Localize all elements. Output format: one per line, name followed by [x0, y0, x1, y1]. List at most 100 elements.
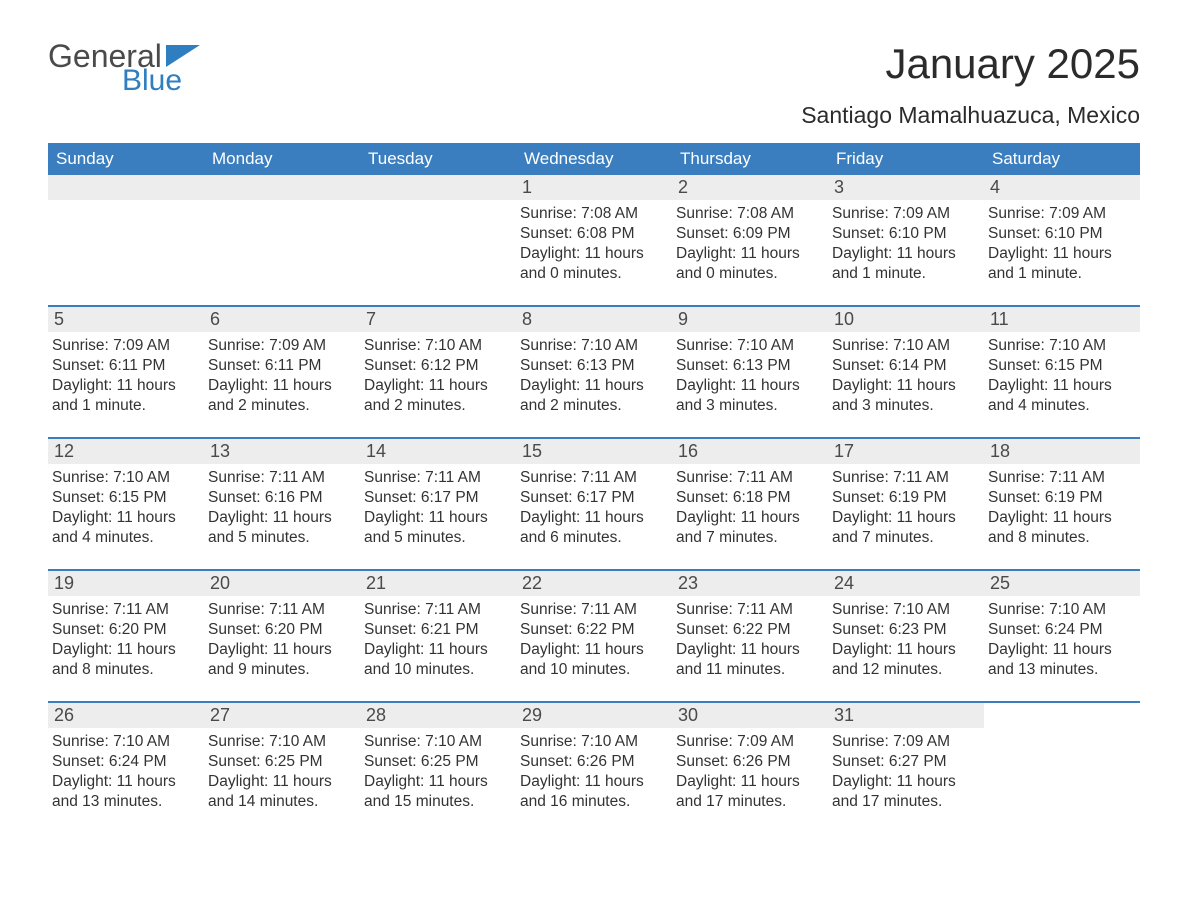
day-body: Sunrise: 7:09 AMSunset: 6:11 PMDaylight:…	[204, 332, 360, 427]
day-cell	[204, 175, 360, 295]
sunset-text: Sunset: 6:22 PM	[676, 620, 824, 640]
sunset-text: Sunset: 6:19 PM	[988, 488, 1136, 508]
day-cell: 6Sunrise: 7:09 AMSunset: 6:11 PMDaylight…	[204, 307, 360, 427]
week-row: 19Sunrise: 7:11 AMSunset: 6:20 PMDayligh…	[48, 569, 1140, 691]
week-row: 1Sunrise: 7:08 AMSunset: 6:08 PMDaylight…	[48, 175, 1140, 295]
day-cell: 8Sunrise: 7:10 AMSunset: 6:13 PMDaylight…	[516, 307, 672, 427]
dow-cell: Tuesday	[360, 143, 516, 175]
header: General Blue January 2025	[48, 40, 1140, 96]
calendar-page: General Blue January 2025 Santiago Mamal…	[0, 0, 1188, 863]
day-number-empty	[204, 175, 360, 200]
day-body: Sunrise: 7:11 AMSunset: 6:20 PMDaylight:…	[48, 596, 204, 691]
day-body: Sunrise: 7:08 AMSunset: 6:08 PMDaylight:…	[516, 200, 672, 295]
sunset-text: Sunset: 6:08 PM	[520, 224, 668, 244]
sunrise-text: Sunrise: 7:11 AM	[520, 468, 668, 488]
day-body: Sunrise: 7:11 AMSunset: 6:16 PMDaylight:…	[204, 464, 360, 559]
day-body: Sunrise: 7:09 AMSunset: 6:10 PMDaylight:…	[828, 200, 984, 295]
day-number: 8	[516, 307, 672, 332]
sunset-text: Sunset: 6:22 PM	[520, 620, 668, 640]
dow-cell: Thursday	[672, 143, 828, 175]
sunset-text: Sunset: 6:24 PM	[988, 620, 1136, 640]
daylight-text: Daylight: 11 hours and 2 minutes.	[208, 376, 356, 416]
day-body: Sunrise: 7:10 AMSunset: 6:12 PMDaylight:…	[360, 332, 516, 427]
daylight-text: Daylight: 11 hours and 13 minutes.	[52, 772, 200, 812]
sunrise-text: Sunrise: 7:10 AM	[832, 336, 980, 356]
daylight-text: Daylight: 11 hours and 2 minutes.	[364, 376, 512, 416]
day-number: 7	[360, 307, 516, 332]
day-cell: 10Sunrise: 7:10 AMSunset: 6:14 PMDayligh…	[828, 307, 984, 427]
daylight-text: Daylight: 11 hours and 7 minutes.	[676, 508, 824, 548]
sunset-text: Sunset: 6:20 PM	[208, 620, 356, 640]
sunrise-text: Sunrise: 7:10 AM	[364, 336, 512, 356]
sunrise-text: Sunrise: 7:11 AM	[832, 468, 980, 488]
day-number: 16	[672, 439, 828, 464]
sunrise-text: Sunrise: 7:09 AM	[52, 336, 200, 356]
daylight-text: Daylight: 11 hours and 15 minutes.	[364, 772, 512, 812]
day-cell: 22Sunrise: 7:11 AMSunset: 6:22 PMDayligh…	[516, 571, 672, 691]
day-body: Sunrise: 7:11 AMSunset: 6:19 PMDaylight:…	[828, 464, 984, 559]
daylight-text: Daylight: 11 hours and 6 minutes.	[520, 508, 668, 548]
sunrise-text: Sunrise: 7:11 AM	[676, 468, 824, 488]
sunset-text: Sunset: 6:20 PM	[52, 620, 200, 640]
daylight-text: Daylight: 11 hours and 10 minutes.	[364, 640, 512, 680]
day-number: 11	[984, 307, 1140, 332]
sunrise-text: Sunrise: 7:10 AM	[520, 336, 668, 356]
day-number: 15	[516, 439, 672, 464]
daylight-text: Daylight: 11 hours and 17 minutes.	[676, 772, 824, 812]
dow-cell: Monday	[204, 143, 360, 175]
day-number: 30	[672, 703, 828, 728]
sunrise-text: Sunrise: 7:10 AM	[520, 732, 668, 752]
day-number-empty	[360, 175, 516, 200]
daylight-text: Daylight: 11 hours and 4 minutes.	[988, 376, 1136, 416]
sunrise-text: Sunrise: 7:10 AM	[988, 600, 1136, 620]
day-number: 9	[672, 307, 828, 332]
week-row: 12Sunrise: 7:10 AMSunset: 6:15 PMDayligh…	[48, 437, 1140, 559]
sunset-text: Sunset: 6:26 PM	[520, 752, 668, 772]
dow-cell: Saturday	[984, 143, 1140, 175]
day-body: Sunrise: 7:11 AMSunset: 6:17 PMDaylight:…	[360, 464, 516, 559]
day-number: 17	[828, 439, 984, 464]
day-cell: 21Sunrise: 7:11 AMSunset: 6:21 PMDayligh…	[360, 571, 516, 691]
sunset-text: Sunset: 6:13 PM	[520, 356, 668, 376]
week-row: 26Sunrise: 7:10 AMSunset: 6:24 PMDayligh…	[48, 701, 1140, 823]
day-cell: 13Sunrise: 7:11 AMSunset: 6:16 PMDayligh…	[204, 439, 360, 559]
day-cell	[984, 703, 1140, 823]
day-cell: 7Sunrise: 7:10 AMSunset: 6:12 PMDaylight…	[360, 307, 516, 427]
daylight-text: Daylight: 11 hours and 0 minutes.	[676, 244, 824, 284]
sunrise-text: Sunrise: 7:10 AM	[364, 732, 512, 752]
daylight-text: Daylight: 11 hours and 10 minutes.	[520, 640, 668, 680]
day-number: 14	[360, 439, 516, 464]
sunrise-text: Sunrise: 7:10 AM	[988, 336, 1136, 356]
dow-cell: Friday	[828, 143, 984, 175]
sunset-text: Sunset: 6:11 PM	[52, 356, 200, 376]
daylight-text: Daylight: 11 hours and 3 minutes.	[832, 376, 980, 416]
day-number: 20	[204, 571, 360, 596]
day-body: Sunrise: 7:11 AMSunset: 6:21 PMDaylight:…	[360, 596, 516, 691]
sunset-text: Sunset: 6:25 PM	[208, 752, 356, 772]
day-body: Sunrise: 7:09 AMSunset: 6:26 PMDaylight:…	[672, 728, 828, 823]
day-cell: 26Sunrise: 7:10 AMSunset: 6:24 PMDayligh…	[48, 703, 204, 823]
sunrise-text: Sunrise: 7:11 AM	[208, 600, 356, 620]
sunrise-text: Sunrise: 7:09 AM	[832, 732, 980, 752]
daylight-text: Daylight: 11 hours and 8 minutes.	[988, 508, 1136, 548]
logo: General Blue	[48, 40, 200, 96]
sunrise-text: Sunrise: 7:09 AM	[832, 204, 980, 224]
daylight-text: Daylight: 11 hours and 0 minutes.	[520, 244, 668, 284]
daylight-text: Daylight: 11 hours and 13 minutes.	[988, 640, 1136, 680]
daylight-text: Daylight: 11 hours and 8 minutes.	[52, 640, 200, 680]
sunrise-text: Sunrise: 7:11 AM	[520, 600, 668, 620]
day-body: Sunrise: 7:10 AMSunset: 6:13 PMDaylight:…	[672, 332, 828, 427]
day-body: Sunrise: 7:11 AMSunset: 6:22 PMDaylight:…	[672, 596, 828, 691]
sunrise-text: Sunrise: 7:09 AM	[208, 336, 356, 356]
day-number-empty	[48, 175, 204, 200]
day-cell: 9Sunrise: 7:10 AMSunset: 6:13 PMDaylight…	[672, 307, 828, 427]
day-number: 4	[984, 175, 1140, 200]
day-number: 3	[828, 175, 984, 200]
day-cell: 20Sunrise: 7:11 AMSunset: 6:20 PMDayligh…	[204, 571, 360, 691]
sunrise-text: Sunrise: 7:10 AM	[676, 336, 824, 356]
day-body: Sunrise: 7:10 AMSunset: 6:13 PMDaylight:…	[516, 332, 672, 427]
sunset-text: Sunset: 6:13 PM	[676, 356, 824, 376]
day-body: Sunrise: 7:10 AMSunset: 6:25 PMDaylight:…	[360, 728, 516, 823]
day-body: Sunrise: 7:10 AMSunset: 6:15 PMDaylight:…	[984, 332, 1140, 427]
day-body: Sunrise: 7:10 AMSunset: 6:23 PMDaylight:…	[828, 596, 984, 691]
